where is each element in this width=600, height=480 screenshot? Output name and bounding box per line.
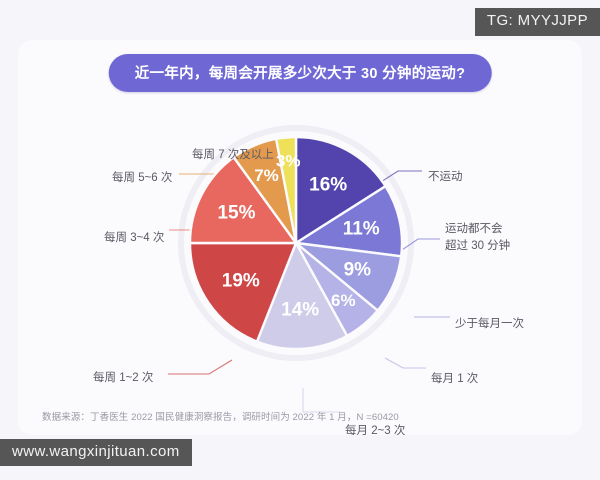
pie-slice <box>294 135 387 245</box>
chart-title-badge: 近一年内，每周会开展多少次大于 30 分钟的运动? <box>108 54 492 92</box>
chart-card: 近一年内，每周会开展多少次大于 30 分钟的运动? 16% 11% 9% 6% 14% 1… <box>18 40 582 435</box>
pie-slice-value-label: 19% <box>222 271 260 292</box>
pie-slice <box>274 135 298 245</box>
watermark-top-right: TG: MYYJJPP <box>474 8 600 36</box>
pie-leader-line <box>302 388 340 413</box>
pie-slice <box>188 241 298 343</box>
pie-leader-line <box>168 359 233 375</box>
pie-leader-line <box>398 238 440 253</box>
pie-callout-label: 运动都不会 超过 30 分钟 <box>445 223 511 252</box>
watermark-bottom-left: www.wangxinjituan.com <box>0 438 192 466</box>
pie-slice-value-label: 9% <box>344 260 372 281</box>
pie-slice-value-label: 14% <box>281 300 319 321</box>
pie-callout-label: 不运动 <box>428 171 463 183</box>
pie-slice <box>294 185 404 258</box>
pie-slice-value-label: 16% <box>309 175 347 196</box>
pie-slice-value-label: 15% <box>217 203 255 224</box>
pie-slice <box>255 241 349 351</box>
pie-value-labels-group: 16% 11% 9% 6% 14% 19% 15% 7%3% <box>217 152 379 321</box>
pie-slice <box>188 156 298 245</box>
pie-slice-value-label: 3% <box>276 152 301 171</box>
pie-slice-value-label: 6% <box>331 291 356 310</box>
pie-callout-label: 每周 5~6 次 <box>112 172 173 184</box>
chart-card-inner: 近一年内，每周会开展多少次大于 30 分钟的运动? 16% 11% 9% 6% 14% 1… <box>18 40 582 435</box>
pie-callout-label: 少于每月一次 <box>455 318 524 330</box>
pie-slice-value-label: 7% <box>254 166 279 185</box>
pie-callout-label: 每周 3~4 次 <box>104 232 165 244</box>
pie-leader-line <box>384 357 426 369</box>
pie-callout-label: 每月 2~3 次 <box>345 425 406 435</box>
pie-callout-label: 每周 7 次及以上 <box>192 149 274 161</box>
pie-callout-label: 每周 1~2 次 <box>93 372 154 384</box>
chart-footnote: 数据来源：丁香医生 2022 国民健康洞察报告，调研时间为 2022 年 1 月… <box>42 412 399 423</box>
pie-chart: 16% 11% 9% 6% 14% 19% 15% 7%3% <box>168 125 450 413</box>
pie-slices-group <box>188 135 404 351</box>
pie-slice-value-label: 11% <box>343 218 380 239</box>
pie-callout-label: 每月 1 次 <box>431 373 479 385</box>
